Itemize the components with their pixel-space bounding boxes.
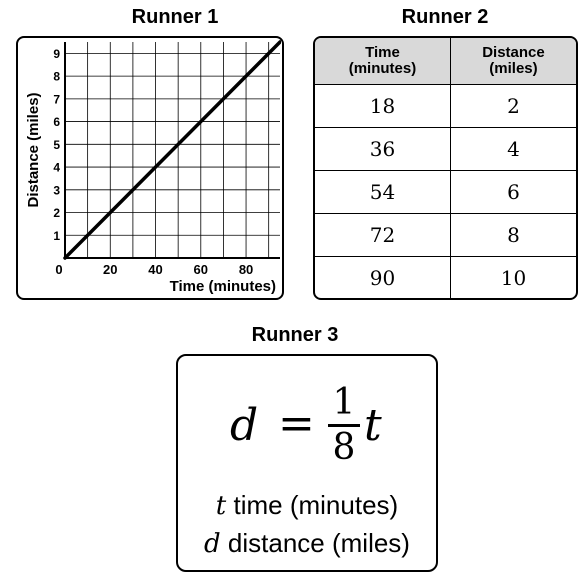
legend-d: d distance (miles)	[178, 528, 436, 559]
runner2-table-panel: Time (minutes) Distance (miles) 18 2 36 4 54 6 7…	[313, 36, 578, 300]
equation-fraction: 1 8	[328, 384, 360, 467]
y-tick-label: 9	[53, 47, 60, 61]
header-time: Time (minutes)	[315, 38, 451, 85]
equation-rhs-variable: t	[364, 400, 382, 451]
equation-lhs-variable: d	[230, 400, 259, 451]
y-tick-label: 3	[53, 183, 60, 197]
y-tick-label: 1	[53, 229, 60, 243]
y-tick-label: 4	[53, 161, 60, 175]
fraction-numerator: 1	[332, 382, 356, 423]
cell-time: 54	[315, 170, 451, 214]
x-tick-label: 0	[55, 262, 62, 277]
runner1-line-chart: 0 20 40 60 80 1 2 3 4 5 6 7 8 9 Time (minutes) Distan…	[25, 40, 282, 295]
table-row: 36 4	[315, 127, 576, 171]
chart-axes	[64, 42, 280, 259]
table-row: 90 10	[315, 256, 576, 298]
table-row: 72 8	[315, 213, 576, 257]
cell-distance: 6	[449, 170, 576, 214]
equation: d = 1 8 t	[178, 384, 436, 467]
equation-equals-sign: =	[278, 398, 315, 449]
table-row: 18 2	[315, 84, 576, 128]
runner3-title: Runner 3	[251, 324, 339, 346]
fraction-bar	[328, 424, 360, 427]
y-tick-label: 6	[53, 115, 60, 129]
runner1-title: Runner 1	[131, 6, 219, 28]
runner2-table: Time (minutes) Distance (miles) 18 2 36 4 54 6 7…	[315, 38, 576, 298]
x-tick-label: 20	[103, 262, 117, 277]
legend-t-variable: t	[215, 491, 227, 521]
y-tick-label: 8	[53, 70, 60, 84]
chart-series	[63, 40, 282, 260]
cell-distance: 4	[449, 127, 576, 171]
cell-distance: 10	[449, 256, 576, 298]
chart-grid	[65, 42, 280, 258]
series-line	[63, 40, 282, 260]
cell-time: 36	[315, 127, 451, 171]
y-tick-label: 2	[53, 206, 60, 220]
runner2-title: Runner 2	[401, 6, 489, 28]
y-axis-label: Distance (miles)	[25, 92, 42, 207]
table-row: 54 6	[315, 170, 576, 214]
table-header-row: Time (minutes) Distance (miles)	[315, 38, 576, 85]
y-tick-label: 5	[53, 138, 60, 152]
cell-time: 18	[315, 84, 451, 128]
cell-time: 72	[315, 213, 451, 257]
cell-distance: 8	[449, 213, 576, 257]
header-distance: Distance (miles)	[449, 38, 576, 85]
legend-d-variable: d	[204, 529, 221, 559]
chart-tick-labels: 0 20 40 60 80 1 2 3 4 5 6 7 8 9	[53, 47, 253, 277]
runner1-graph-panel: 0 20 40 60 80 1 2 3 4 5 6 7 8 9 Time (minutes) Distan…	[16, 36, 284, 300]
legend-t: t time (minutes)	[178, 490, 436, 521]
x-axis-label: Time (minutes)	[170, 278, 276, 295]
y-tick-label: 7	[53, 92, 60, 106]
cell-time: 90	[369, 266, 396, 290]
x-tick-label: 60	[194, 262, 208, 277]
fraction-denominator: 8	[332, 426, 356, 468]
legend-t-text: time (minutes)	[233, 490, 399, 520]
x-tick-label: 80	[239, 262, 253, 277]
cell-distance: 2	[449, 84, 576, 128]
legend-d-text: distance (miles)	[227, 528, 410, 558]
x-tick-label: 40	[148, 262, 162, 277]
runner3-equation-panel: d = 1 8 t t time (minutes) d distance (m…	[176, 354, 438, 572]
